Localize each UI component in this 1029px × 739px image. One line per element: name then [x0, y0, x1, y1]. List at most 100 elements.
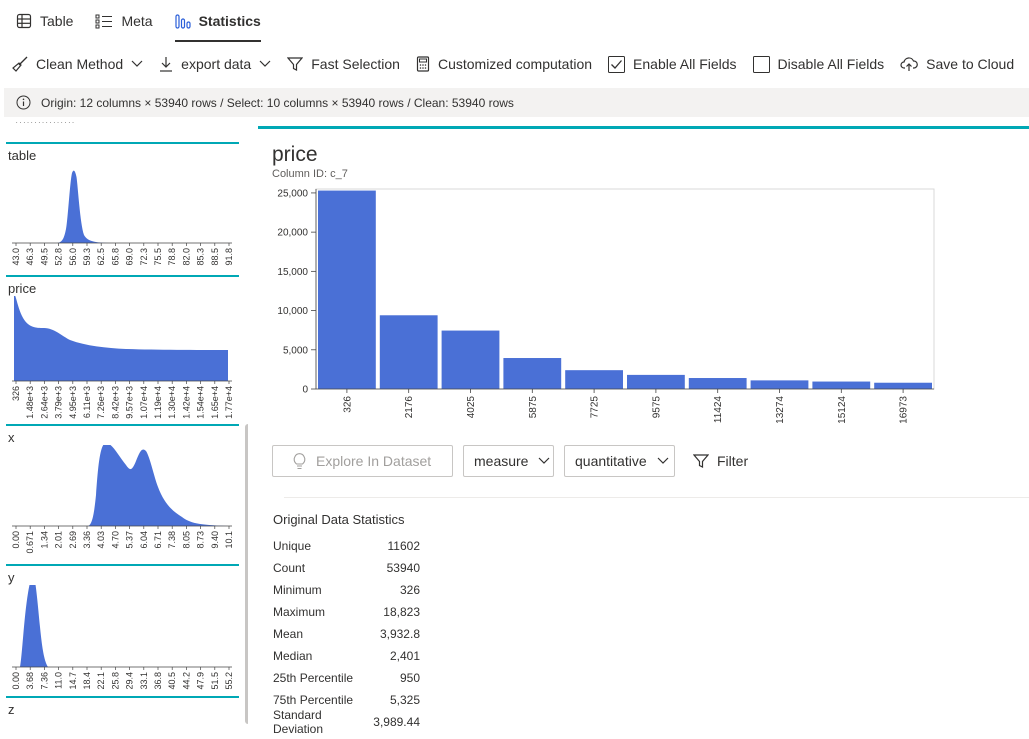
tab-meta-label: Meta: [121, 13, 153, 29]
histogram-bar[interactable]: [565, 370, 623, 389]
divider: [284, 497, 1029, 498]
save-to-cloud-label: Save to Cloud: [926, 56, 1015, 72]
stat-row: Maximum 18,823: [273, 601, 420, 623]
histogram-bar[interactable]: [503, 358, 562, 389]
info-icon: [16, 95, 31, 110]
field-card-name: y: [8, 570, 15, 585]
bar-chart-icon: [174, 13, 191, 29]
x-tick-label: 44.2: [181, 672, 191, 690]
sidebar-scrollbar[interactable]: [245, 424, 248, 724]
x-tick-label: 0.00: [11, 672, 21, 690]
tab-table-label: Table: [40, 13, 74, 29]
x-tick-label: 7725: [590, 396, 601, 419]
statistics-rows: Unique 11602 Count 53940 Minimum 326 Maximum 18…: [273, 535, 420, 736]
stat-label: Maximum: [273, 605, 326, 619]
stat-value: 11602: [387, 539, 420, 553]
x-tick-label: 88.5: [210, 248, 220, 266]
tab-meta[interactable]: Meta: [95, 0, 153, 42]
field-card-z[interactable]: z: [6, 696, 239, 717]
x-tick-label: 52.8: [54, 248, 64, 266]
x-tick-label: 29.4: [125, 672, 135, 690]
histogram-bar[interactable]: [688, 378, 747, 389]
stat-value: 53940: [386, 561, 420, 575]
quantitative-label: quantitative: [575, 453, 647, 469]
x-tick-label: 16973: [899, 396, 910, 423]
x-tick-label: 18.4: [82, 672, 92, 690]
calculator-icon: [416, 56, 430, 72]
x-tick-label: 65.8: [110, 248, 120, 266]
stat-value: 3,932.8: [379, 627, 420, 641]
clean-method-label: Clean Method: [36, 56, 124, 72]
chevron-down-icon: [131, 60, 143, 68]
filter-icon: [693, 453, 709, 469]
x-tick-label: 1.30e+4: [167, 386, 177, 419]
enable-all-fields-checkbox[interactable]: Enable All Fields: [608, 55, 737, 73]
field-card-price[interactable]: price 326 1.48e+3 2.64e+3 3.79e+3 4.95e+3 6.11…: [6, 275, 239, 421]
field-title: price: [272, 143, 318, 166]
histogram-bar[interactable]: [627, 374, 685, 389]
toolbar: Clean Method export data Fast Selection …: [0, 44, 1029, 84]
distribution-plot-price: 326 1.48e+3 2.64e+3 3.79e+3 4.95e+3 6.11e+3 7.…: [11, 296, 234, 419]
explore-in-dataset-label: Explore In Dataset: [316, 453, 432, 469]
x-tick-label: 11424: [713, 396, 724, 423]
main-panel: price Column ID: c_7 0 5,000 10,000 15,000 2…: [258, 126, 1029, 739]
cloud-upload-icon: [900, 56, 919, 72]
x-tick-label: 13274: [775, 396, 786, 423]
lightbulb-icon: [293, 452, 306, 470]
x-tick-label: 1.77e+4: [224, 386, 234, 419]
field-card-x[interactable]: x 0.00 0.671 1.34 2.01 2.69 3.36 4.03 4.70 5.37 6.…: [6, 424, 239, 565]
stat-label: Standard Deviation: [273, 708, 324, 736]
histogram-bar[interactable]: [441, 330, 500, 389]
x-tick-label: 2176: [404, 396, 415, 419]
checkbox-empty-icon: [752, 55, 770, 73]
tab-statistics[interactable]: Statistics: [174, 0, 262, 42]
stat-value: 326: [399, 583, 420, 597]
x-tick-label: 6.71: [153, 531, 163, 549]
quantitative-dropdown[interactable]: quantitative: [564, 445, 675, 477]
field-card-name: z: [8, 702, 15, 717]
x-tick-label: 40.5: [167, 672, 177, 690]
info-bar: Origin: 12 columns × 53940 rows / Select…: [4, 88, 1029, 117]
stat-label: Mean: [273, 627, 304, 641]
histogram-bar[interactable]: [379, 315, 438, 389]
explore-in-dataset-button[interactable]: Explore In Dataset: [272, 445, 453, 477]
histogram-bar[interactable]: [318, 190, 376, 389]
x-tick-label: 1.54e+4: [196, 386, 206, 419]
x-tick-label: 22.1: [96, 672, 106, 690]
filter-button[interactable]: Filter: [693, 453, 748, 469]
list-icon: [95, 13, 113, 29]
histogram-bar[interactable]: [812, 381, 871, 389]
y-tick-label: 5,000: [283, 345, 308, 356]
x-tick-label: 7.38: [167, 531, 177, 549]
x-tick-label: 326: [342, 396, 353, 413]
x-tick-label: 15124: [837, 396, 848, 423]
disable-all-fields-checkbox[interactable]: Disable All Fields: [752, 55, 884, 73]
svg-text:' ' ' ' ' ' ' ' ' ' ' ' ' ' ': ' ' ' ' ' ' ' ' ' ' ' ' ' ' ' ': [16, 122, 74, 129]
x-tick-label: 62.5: [96, 248, 106, 266]
x-tick-label: 2.01: [54, 531, 64, 549]
stat-row: Mean 3,932.8: [273, 623, 420, 645]
x-tick-label: 4025: [466, 396, 477, 419]
save-to-cloud-button[interactable]: Save to Cloud: [900, 56, 1014, 72]
customized-computation-button[interactable]: Customized computation: [416, 56, 592, 72]
stat-label: Minimum: [273, 583, 322, 597]
x-tick-label: 82.0: [181, 248, 191, 266]
field-card-name: x: [8, 430, 15, 445]
x-tick-label: 1.48e+3: [25, 386, 35, 419]
x-tick-label: 4.70: [110, 531, 120, 549]
distribution-plot-y: 0.00 3.68 7.36 11.0 14.7 18.4 22.1 25.8 29.4 33.1…: [11, 585, 234, 690]
histogram-bar[interactable]: [750, 380, 809, 389]
measure-dropdown[interactable]: measure: [463, 445, 554, 477]
fast-selection-button[interactable]: Fast Selection: [287, 56, 400, 72]
field-card-table[interactable]: table 43.0 46.3 49.5 52.8 56.0 59.3 62.5 65.8 69.…: [6, 142, 239, 279]
x-tick-label: 0.00: [11, 531, 21, 549]
export-data-dropdown[interactable]: export data: [159, 56, 271, 72]
histogram-bar[interactable]: [874, 382, 932, 389]
x-tick-label: 49.5: [39, 248, 49, 266]
x-tick-label: 7.26e+3: [96, 386, 106, 419]
clean-method-dropdown[interactable]: Clean Method: [12, 56, 143, 72]
tab-table[interactable]: Table: [16, 0, 73, 42]
field-card-y[interactable]: y 0.00 3.68 7.36 11.0 14.7 18.4 22.1 25.8 29.4 33.…: [6, 564, 239, 705]
stat-label: 25th Percentile: [273, 671, 354, 685]
x-tick-label: 47.9: [196, 672, 206, 690]
